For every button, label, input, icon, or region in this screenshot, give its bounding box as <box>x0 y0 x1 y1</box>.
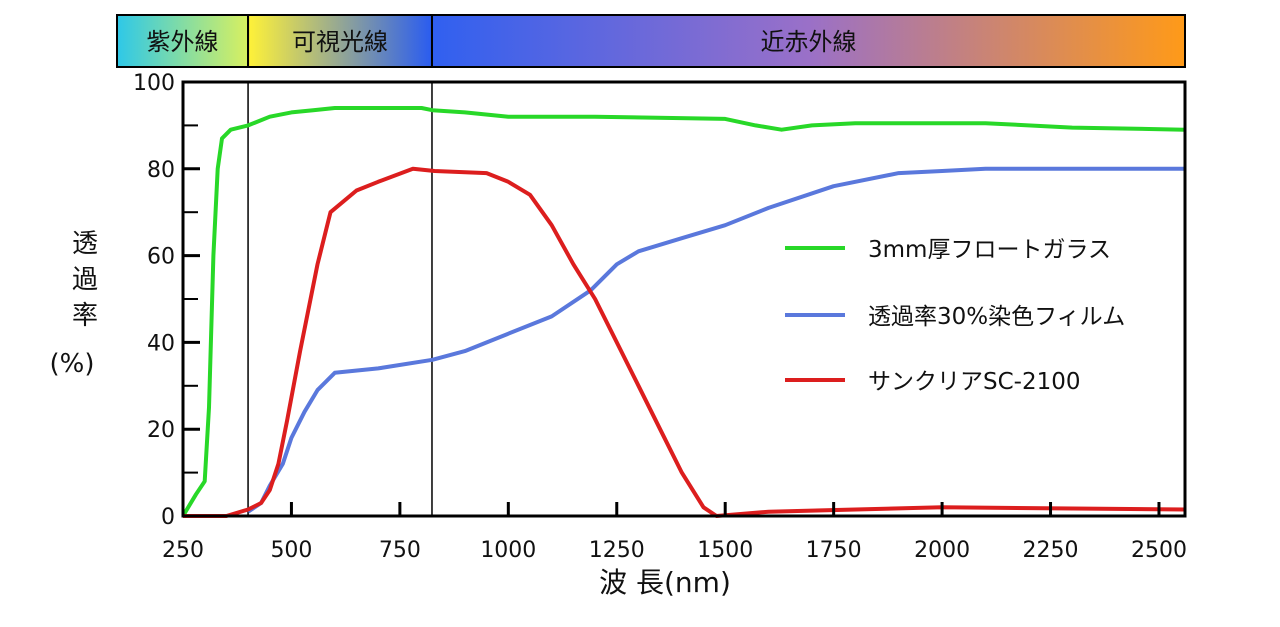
x-tick-label: 1000 <box>480 538 536 563</box>
x-tick-label: 2500 <box>1131 538 1187 563</box>
x-tick-label: 1250 <box>589 538 645 563</box>
x-tick-label: 250 <box>162 538 204 563</box>
y-tick-label: 20 <box>147 418 175 443</box>
x-axis-label: 波 長(nm) <box>599 566 731 599</box>
x-tick-label: 1500 <box>697 538 753 563</box>
series-line <box>246 166 1185 514</box>
y-tick-label: 60 <box>147 245 175 270</box>
y-label-4: (%) <box>50 349 95 379</box>
y-tick-label: 100 <box>133 71 175 96</box>
y-label-3: 率 <box>72 301 98 331</box>
series-line <box>181 106 1186 518</box>
spectrum-region-label: 可視光線 <box>292 28 388 56</box>
x-tick-label: 1750 <box>806 538 862 563</box>
x-tick-label: 500 <box>270 538 312 563</box>
y-label-2: 過 <box>72 265 98 295</box>
spectrum-bar: 紫外線 可視光線 近赤外線 <box>116 14 1186 68</box>
spectrum-region <box>247 14 433 68</box>
y-tick-label: 0 <box>161 505 175 530</box>
x-tick-label: 2000 <box>914 538 970 563</box>
y-tick-label: 40 <box>147 331 175 356</box>
plot-frame <box>181 80 1187 518</box>
y-label-1: 透 <box>72 229 98 259</box>
legend-label: 透過率30%染色フィルム <box>868 304 1125 330</box>
series-line <box>183 166 1186 518</box>
legend-label: サンクリアSC-2100 <box>868 369 1081 395</box>
spectrum-region-label: 紫外線 <box>147 28 219 56</box>
spectrum-region <box>116 14 250 68</box>
spectrum-region-label: 近赤外線 <box>760 28 856 56</box>
x-tick-label: 750 <box>379 538 421 563</box>
y-axis-label: 透 過 率 (%) <box>50 229 99 379</box>
x-tick-label: 2250 <box>1023 538 1079 563</box>
y-tick-label: 80 <box>147 158 175 183</box>
legend-label: 3mm厚フロートガラス <box>868 237 1111 263</box>
spectrum-region <box>430 14 1186 68</box>
